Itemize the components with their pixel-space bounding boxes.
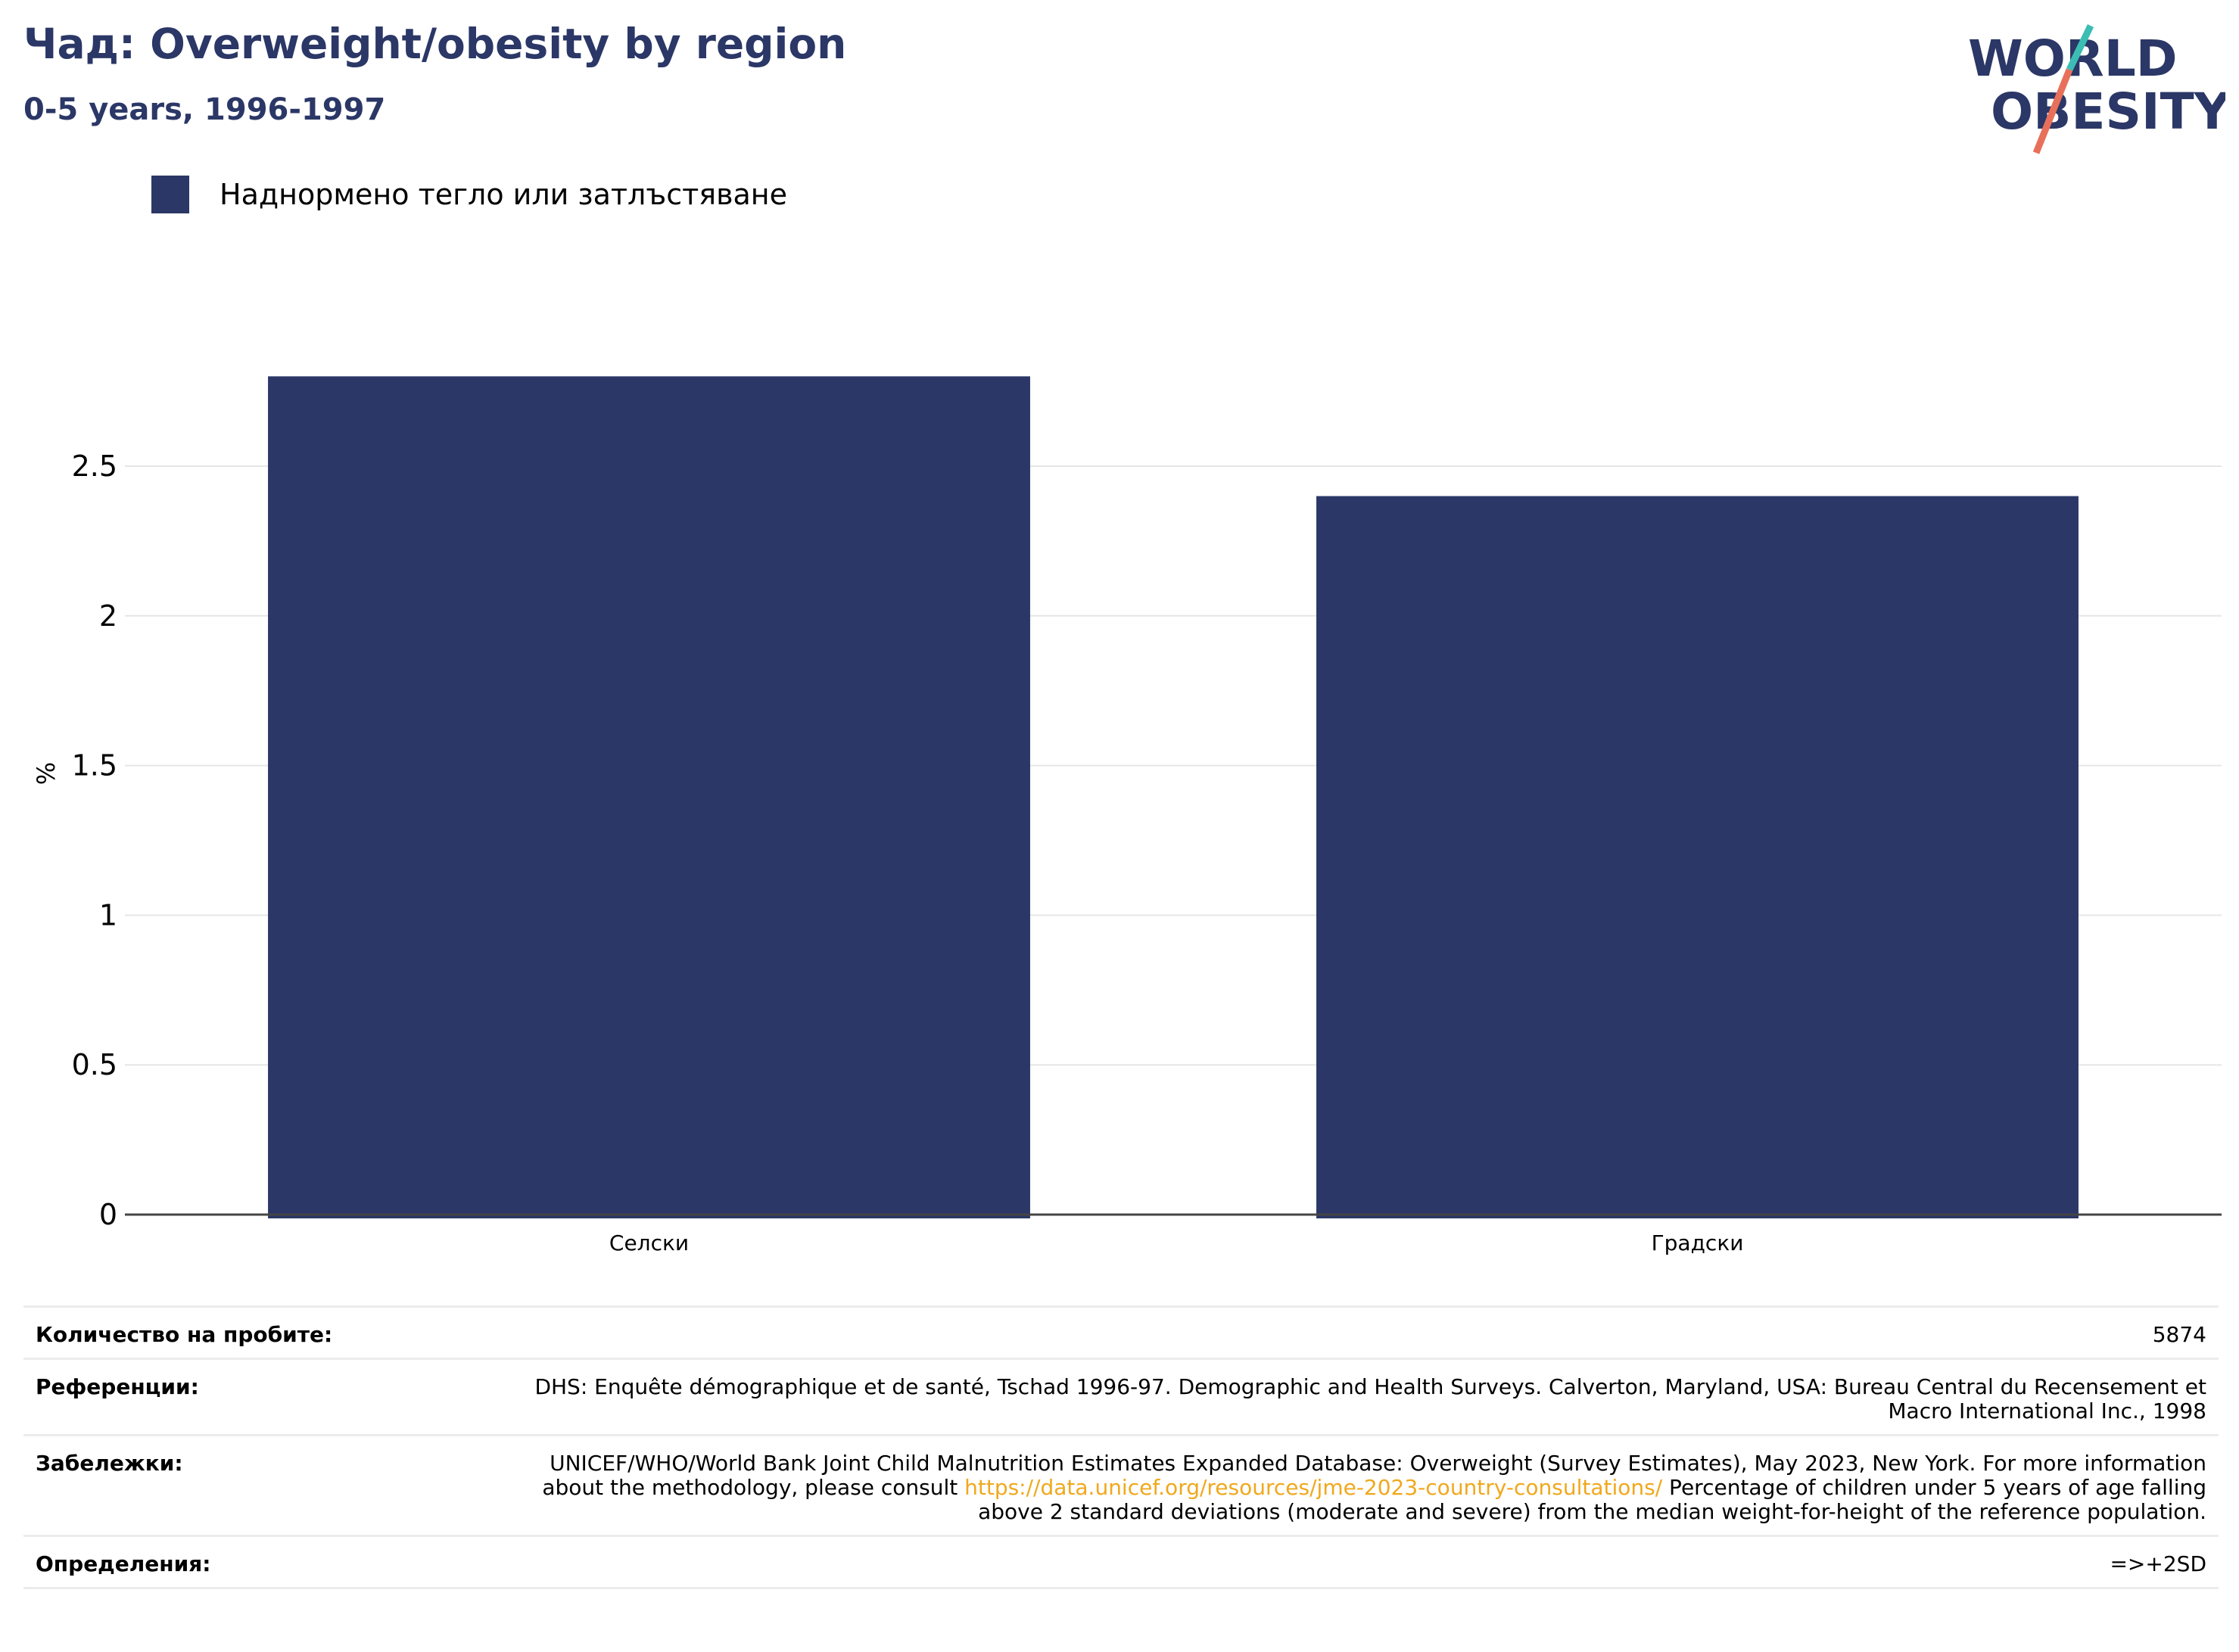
sample-size-label: Количество на пробите: [23, 1305, 517, 1359]
notes-value: UNICEF/WHO/World Bank Joint Child Malnut… [517, 1434, 2219, 1536]
legend-swatch [151, 176, 189, 213]
notes-text-before: UNICEF/WHO/World Bank Joint Child Malnut… [542, 1451, 2206, 1500]
definitions-label: Определения: [23, 1535, 517, 1589]
notes-label: Забележки: [23, 1434, 517, 1536]
bar [268, 376, 1030, 1218]
logo-slash-top [2066, 24, 2094, 71]
x-tick-label: Градски [1652, 1230, 1744, 1255]
chart-subtitle: 0-5 years, 1996-1997 [23, 92, 386, 127]
methodology-link[interactable]: https://data.unicef.org/resources/jme-20… [964, 1475, 1663, 1500]
sample-size-value: 5874 [517, 1305, 2219, 1359]
definitions-row: Определения: =>+2SD [23, 1535, 2219, 1589]
y-tick-label: 2.5 [72, 450, 117, 483]
y-tick-label: 1.5 [72, 749, 117, 782]
references-label: Референции: [23, 1358, 517, 1436]
notes-row: Забележки: UNICEF/WHO/World Bank Joint C… [23, 1434, 2219, 1536]
y-axis-label: % [32, 762, 61, 785]
legend-label: Наднормено тегло или затлъстяване [220, 178, 787, 211]
y-tick-label: 1 [99, 898, 117, 932]
legend: Наднормено тегло или затлъстяване [151, 176, 787, 213]
metadata-table: Количество на пробите: 5874 Референции: … [23, 1305, 2219, 1589]
bar-chart: 0 0.5 1 1.5 2 2.5 Селски Градски% [32, 376, 2222, 1255]
logo-slash-bottom [2032, 68, 2073, 154]
definitions-value: =>+2SD [517, 1535, 2219, 1589]
world-obesity-logo: WORLD OBESITY [1968, 24, 2225, 154]
notes-text-after: Percentage of children under 5 years of … [978, 1475, 2206, 1524]
y-tick-label: 0.5 [72, 1048, 117, 1081]
chart-title: Чад: Overweight/obesity by region [23, 20, 847, 68]
bar [1316, 496, 2079, 1218]
y-tick-label: 0 [99, 1198, 117, 1231]
y-tick-label: 2 [99, 599, 117, 633]
references-value: DHS: Enquête démographique et de santé, … [517, 1358, 2219, 1436]
sample-size-row: Количество на пробите: 5874 [23, 1305, 2219, 1359]
references-row: Референции: DHS: Enquête démographique e… [23, 1358, 2219, 1436]
x-tick-label: Селски [609, 1230, 689, 1255]
logo-line-2: OBESITY [1991, 82, 2225, 141]
